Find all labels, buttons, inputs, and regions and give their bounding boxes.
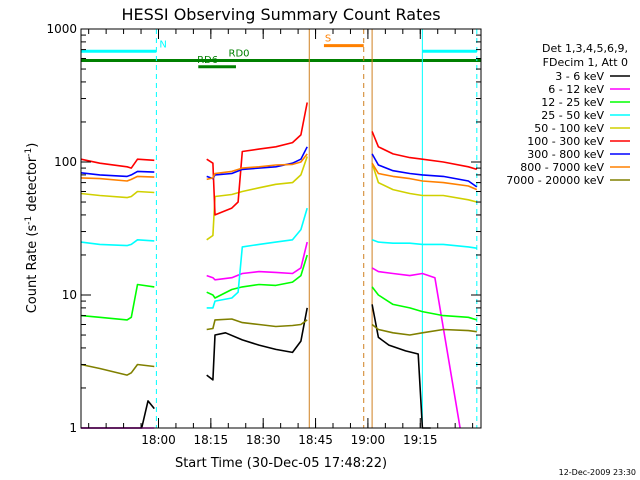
flag-label-rd6: RD6 xyxy=(197,55,218,66)
x-tick-label-18:30: 18:30 xyxy=(246,433,281,447)
legend-entry-label-8: 7000 - 20000 keV xyxy=(506,174,604,187)
series-3-segment-0 xyxy=(80,239,155,247)
series-1-segment-2 xyxy=(371,267,461,429)
legend-entry-label-7: 800 - 7000 keV xyxy=(520,161,604,174)
series-4-segment-2 xyxy=(371,162,478,203)
plot-area xyxy=(81,29,481,428)
series-2 xyxy=(80,254,478,321)
series-6-segment-2 xyxy=(371,153,478,188)
series-8-segment-1 xyxy=(206,318,308,331)
flag-label-rd0: RD0 xyxy=(229,48,250,59)
legend-entry-label-6: 300 - 800 keV xyxy=(527,148,604,161)
flag-bars: N S RD0 RD6 xyxy=(81,34,481,69)
series-8-segment-2 xyxy=(371,323,477,336)
series-7-segment-0 xyxy=(80,175,155,182)
axes: 1 10 100 1000 18:00 18:15 18:30 18:45 19:00 19:15 xyxy=(46,22,482,447)
y-tick-label-1: 1 xyxy=(69,421,77,435)
series-4-segment-1 xyxy=(206,156,308,241)
legend-entry-label-1: 6 - 12 keV xyxy=(548,83,604,96)
flag-label-n: N xyxy=(159,39,166,50)
legend-entry-label-2: 12 - 25 keV xyxy=(541,96,604,109)
series-2-segment-0 xyxy=(80,283,155,321)
series-3 xyxy=(80,207,477,309)
x-tick-label-19:15: 19:15 xyxy=(403,433,438,447)
legend: Det 1,3,4,5,6,9, FDecim 1, Att 0 3 - 6 k… xyxy=(506,42,630,187)
series-5-segment-2 xyxy=(371,131,478,171)
chart-title: HESSI Observing Summary Count Rates xyxy=(121,5,440,24)
series-1-segment-1 xyxy=(206,241,308,281)
legend-entry-label-3: 25 - 50 keV xyxy=(541,109,604,122)
legend-entry-label-5: 100 - 300 keV xyxy=(527,135,604,148)
series-7-segment-2 xyxy=(371,162,478,191)
legend-entry-label-4: 50 - 100 keV xyxy=(534,122,604,135)
legend-title-line-2: FDecim 1, Att 0 xyxy=(543,56,628,69)
plot-background xyxy=(81,29,481,428)
y-tick-label-100: 100 xyxy=(54,155,77,169)
series-8-segment-0 xyxy=(80,363,155,376)
series-4 xyxy=(80,156,478,241)
y-tick-label-1000: 1000 xyxy=(46,22,77,36)
series-7 xyxy=(80,153,478,191)
y-axis-label: Count Rate (s-1 detector-1) xyxy=(24,143,40,314)
series-8 xyxy=(80,318,477,376)
series-0-segment-1 xyxy=(206,307,308,381)
series-5-segment-0 xyxy=(80,158,155,169)
series-3-segment-2 xyxy=(371,239,477,249)
series-5 xyxy=(80,102,478,216)
x-axis-label: Start Time (30-Dec-05 17:48:22) xyxy=(175,456,387,471)
series-6-segment-0 xyxy=(80,170,155,178)
flag-label-s: S xyxy=(325,34,331,45)
legend-entry-label-0: 3 - 6 keV xyxy=(555,70,604,83)
x-tick-label-18:00: 18:00 xyxy=(141,433,176,447)
y-tick-label-10: 10 xyxy=(62,288,77,302)
series-5-segment-1 xyxy=(206,102,308,216)
series-3-segment-1 xyxy=(206,207,308,309)
series-4-segment-0 xyxy=(80,190,155,199)
y-label-part-3: ) xyxy=(25,143,40,148)
y-label-sup-1: -1 xyxy=(24,216,34,225)
y-label-sup-2: -1 xyxy=(24,148,34,157)
series-2-segment-1 xyxy=(206,254,308,299)
footer-date: 12-Dec-2009 23:30 xyxy=(559,468,636,477)
x-tick-label-18:15: 18:15 xyxy=(194,433,229,447)
x-tick-label-19:00: 19:00 xyxy=(351,433,386,447)
y-label-part-2: detector xyxy=(25,156,40,216)
series-7-segment-1 xyxy=(206,153,308,181)
x-tick-label-18:45: 18:45 xyxy=(298,433,333,447)
legend-title-line-1: Det 1,3,4,5,6,9, xyxy=(542,42,628,55)
y-label-part-1: Count Rate (s xyxy=(25,225,40,314)
series-2-segment-2 xyxy=(371,286,478,321)
